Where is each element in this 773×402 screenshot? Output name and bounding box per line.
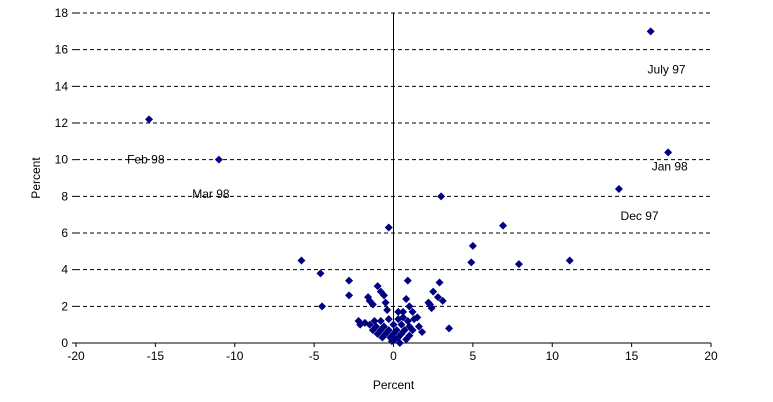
- data-point: [414, 322, 423, 331]
- y-tick-labels: 0 2 4 6 8 10 12 14 16 18: [55, 6, 69, 350]
- data-point: [427, 304, 436, 313]
- data-point: [437, 192, 446, 201]
- x-tick-labels: -20 -15 -10 -5 0 5 10 15 20: [67, 349, 718, 363]
- data-point: [467, 258, 476, 267]
- data-points: [145, 27, 673, 347]
- annotation-label: Feb 98: [127, 152, 165, 166]
- x-tick-label: -10: [226, 349, 244, 363]
- data-point: [384, 223, 393, 232]
- data-point: [345, 291, 354, 300]
- y-tick-label: 0: [61, 336, 68, 350]
- x-tick-label: 10: [546, 349, 560, 363]
- annotations: July 97 Feb 98 Mar 98 Jan 98 Dec 97: [127, 63, 688, 224]
- data-point: [614, 185, 623, 193]
- data-point: [514, 260, 523, 269]
- y-tick-label: 10: [55, 153, 69, 167]
- data-point: [381, 298, 390, 307]
- data-point: [402, 335, 411, 344]
- axes: [72, 12, 712, 347]
- y-tick-label: 16: [55, 43, 69, 57]
- data-point: [402, 295, 411, 303]
- data-point: [384, 315, 393, 324]
- data-point: [373, 282, 382, 291]
- x-tick-label: 20: [704, 349, 718, 363]
- annotation-label: Jan 98: [652, 160, 688, 174]
- data-point: [297, 256, 306, 265]
- data-point: [356, 320, 365, 329]
- data-point: [395, 339, 404, 347]
- data-point: [394, 315, 403, 324]
- data-point: [376, 317, 385, 325]
- data-point: [397, 320, 406, 329]
- data-point: [379, 291, 388, 300]
- data-point: [345, 276, 354, 285]
- data-point: [410, 315, 419, 324]
- data-point: [316, 269, 325, 278]
- data-point: [438, 296, 447, 305]
- data-point: [424, 298, 433, 307]
- x-tick-label: 15: [625, 349, 639, 363]
- data-point: [429, 287, 438, 296]
- data-point: [408, 307, 417, 316]
- y-tick-label: 4: [61, 263, 68, 277]
- y-tick-label: 6: [61, 226, 68, 240]
- annotation-label: July 97: [648, 63, 686, 77]
- data-point: [378, 333, 387, 342]
- data-point: [435, 278, 444, 287]
- data-point: [646, 27, 655, 36]
- data-point: [214, 155, 223, 164]
- data-point: [383, 306, 392, 314]
- data-point: [499, 221, 508, 230]
- y-tick-label: 2: [61, 299, 68, 313]
- x-tick-label: -20: [67, 349, 85, 363]
- data-point: [394, 307, 403, 316]
- data-point: [318, 302, 327, 311]
- y-axis-title: Percent: [29, 157, 43, 199]
- data-point: [145, 115, 154, 124]
- data-point: [565, 256, 574, 265]
- data-point: [373, 329, 382, 338]
- annotation-label: Mar 98: [192, 187, 230, 201]
- data-point: [405, 302, 414, 311]
- x-tick-label: 0: [390, 349, 397, 363]
- data-point: [664, 148, 673, 157]
- data-point: [445, 324, 454, 333]
- data-point: [433, 293, 442, 302]
- data-point: [368, 326, 377, 335]
- x-tick-label: -5: [309, 349, 320, 363]
- x-tick-label: 5: [470, 349, 477, 363]
- data-point: [418, 328, 427, 336]
- data-point: [408, 326, 417, 335]
- y-tick-label: 12: [55, 116, 69, 130]
- y-tick-label: 18: [55, 6, 69, 20]
- data-point: [403, 276, 412, 285]
- data-point: [365, 320, 374, 329]
- data-point: [389, 320, 398, 329]
- annotation-label: Dec 97: [621, 209, 659, 223]
- y-tick-label: 14: [55, 79, 69, 93]
- data-point: [468, 241, 477, 250]
- data-point: [399, 307, 408, 316]
- x-tick-label: -15: [147, 349, 165, 363]
- data-point: [368, 300, 377, 309]
- x-axis-title: Percent: [373, 378, 415, 392]
- data-point: [391, 335, 400, 344]
- y-tick-label: 8: [61, 189, 68, 203]
